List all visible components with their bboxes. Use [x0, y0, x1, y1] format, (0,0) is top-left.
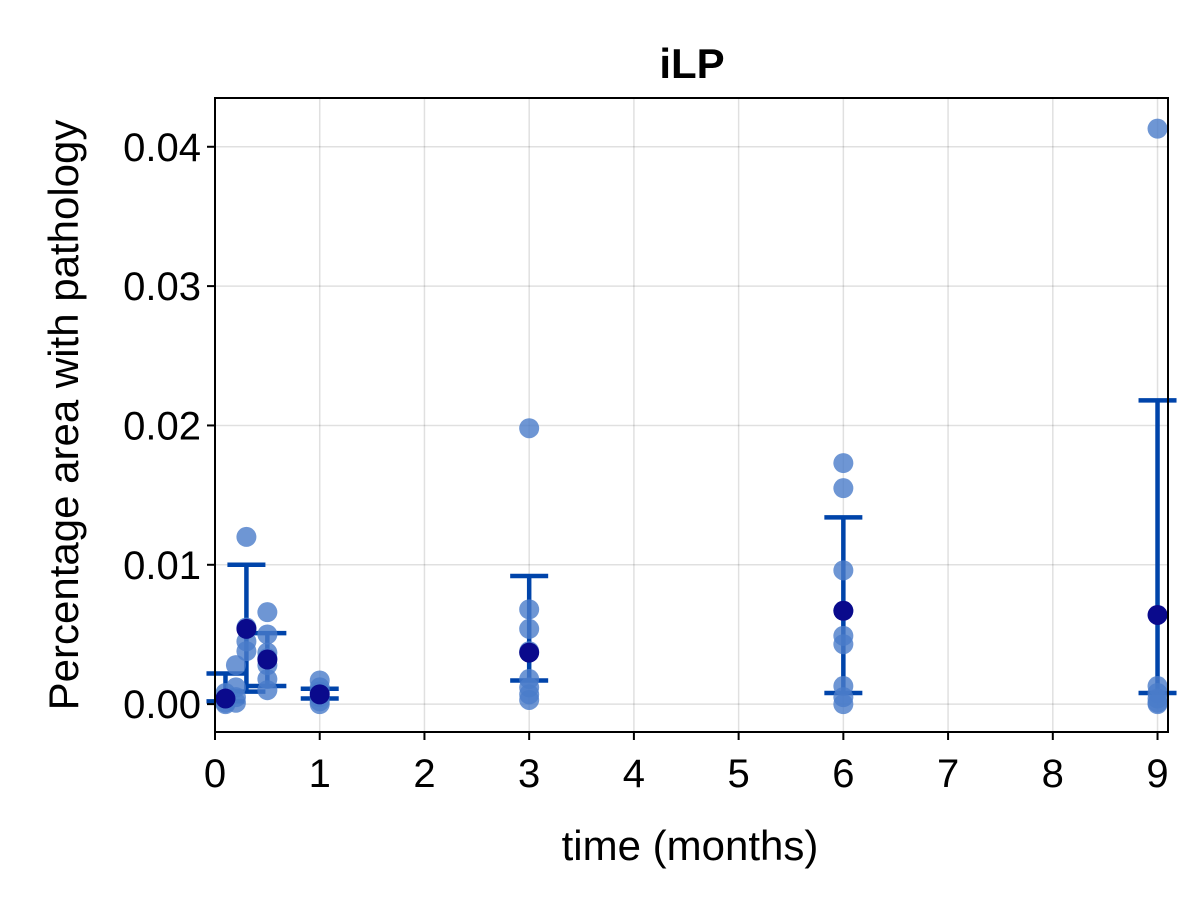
x-tick-label: 8	[1042, 752, 1064, 796]
x-tick-label: 9	[1146, 752, 1168, 796]
mean-point	[257, 649, 278, 670]
data-point	[236, 526, 257, 547]
y-tick-label: 0.01	[123, 544, 201, 588]
x-tick-label: 6	[832, 752, 854, 796]
data-point	[519, 599, 540, 620]
data-point	[257, 602, 278, 623]
data-point	[1147, 118, 1168, 139]
plot-frame	[214, 97, 1169, 733]
y-tick-label: 0.03	[123, 265, 201, 309]
mean-point	[833, 600, 854, 621]
y-tick-label: 0.00	[123, 683, 201, 727]
x-tick-label: 2	[413, 752, 435, 796]
mean-point	[215, 688, 236, 709]
x-tick-label: 4	[623, 752, 645, 796]
data-point	[833, 560, 854, 581]
data-point	[833, 453, 854, 474]
grid-lines	[214, 98, 1168, 732]
y-tick-label: 0.02	[123, 404, 201, 448]
data-point	[225, 655, 246, 676]
data-point	[833, 478, 854, 499]
data-point	[257, 624, 278, 645]
x-tick-label: 0	[204, 752, 226, 796]
x-tick-label: 1	[309, 752, 331, 796]
mean-point	[1147, 604, 1168, 625]
data-point	[1147, 694, 1168, 715]
data-point	[236, 641, 257, 662]
data-point	[519, 689, 540, 710]
mean-points	[215, 600, 1168, 709]
mean-point	[519, 642, 540, 663]
data-points	[215, 118, 1168, 715]
data-point	[257, 680, 278, 701]
x-axis-ticks: 0 1 2 3 4 5 6 7 8 9	[204, 732, 1169, 796]
data-point	[519, 618, 540, 639]
data-point	[833, 634, 854, 655]
error-bars	[206, 398, 1177, 704]
mean-point	[236, 618, 257, 639]
x-axis-label: time (months)	[562, 822, 819, 869]
x-tick-label: 3	[518, 752, 540, 796]
y-tick-label: 0.04	[123, 126, 201, 170]
y-axis-ticks: 0.00 0.01 0.02 0.03 0.04	[123, 126, 215, 727]
data-point	[833, 694, 854, 715]
x-tick-label: 5	[728, 752, 750, 796]
mean-point	[309, 684, 330, 705]
chart-title: iLP	[659, 40, 724, 87]
x-tick-label: 7	[937, 752, 959, 796]
data-point	[519, 418, 540, 439]
y-axis-label: Percentage area with pathology	[40, 120, 87, 711]
